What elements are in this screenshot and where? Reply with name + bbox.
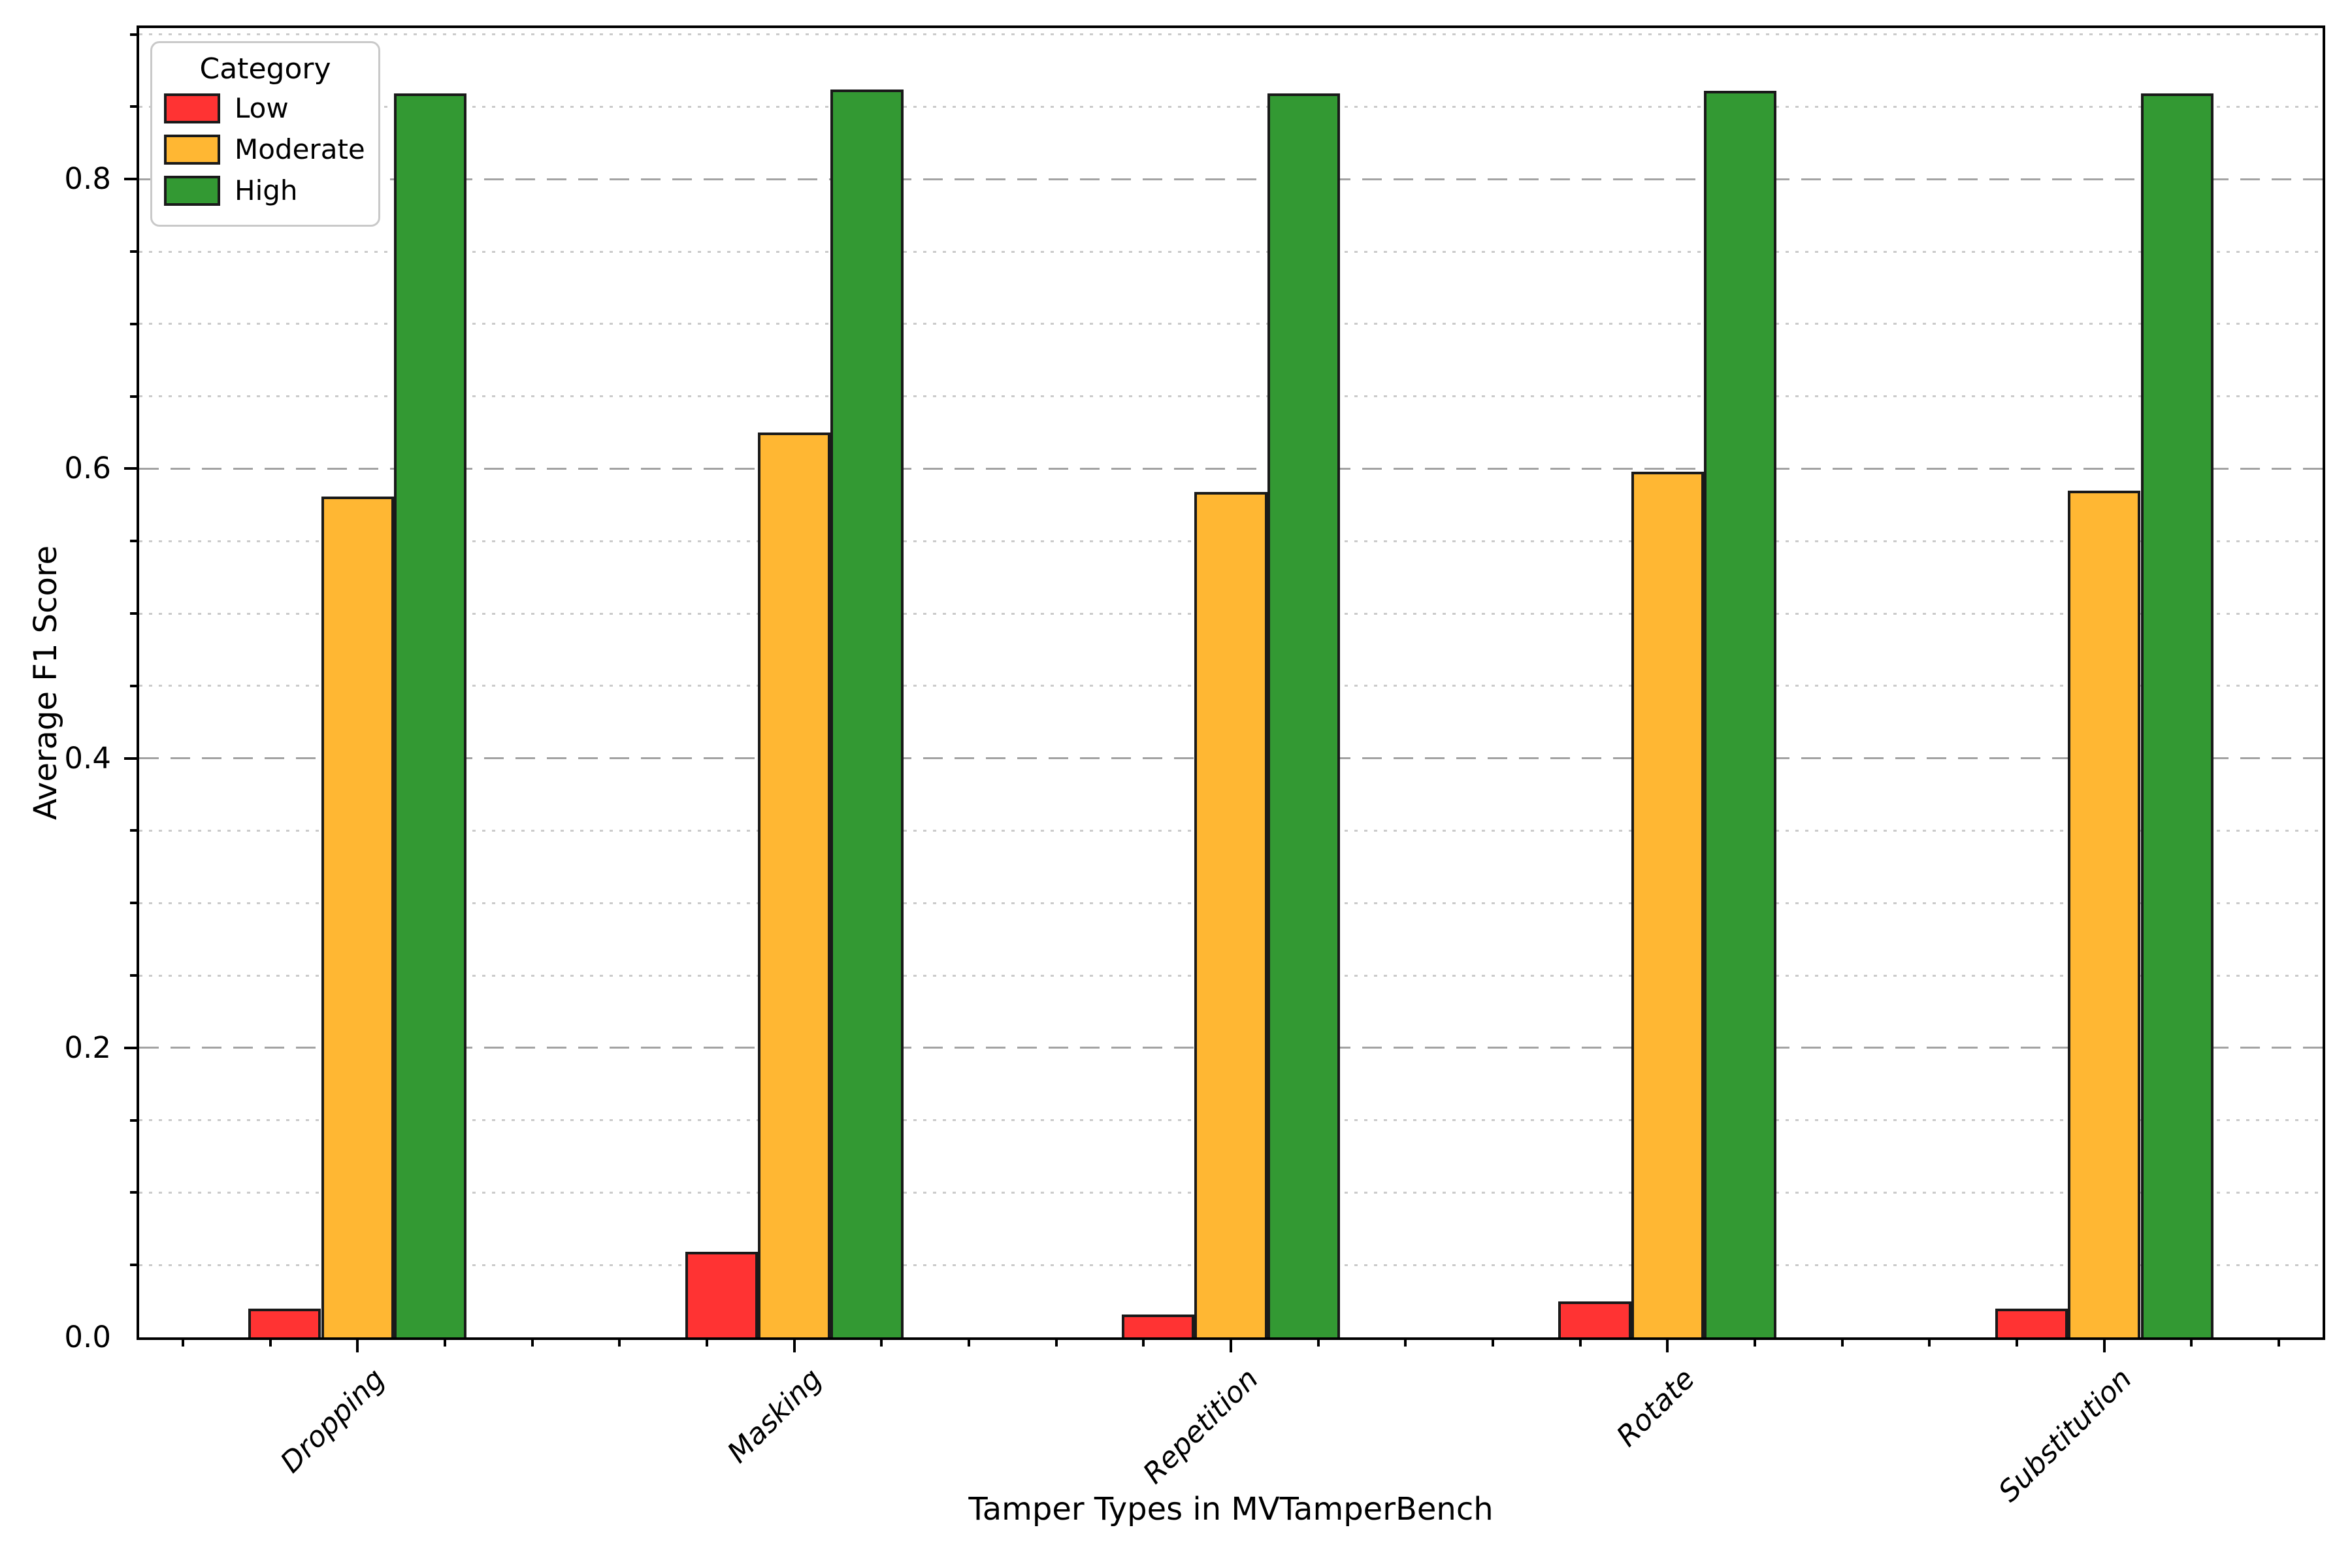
x-tick-label-dropping: Dropping [274, 1362, 392, 1480]
y-minor-tick [130, 612, 137, 615]
y-minor-tick [130, 33, 137, 36]
x-tick-label-masking: Masking [721, 1362, 828, 1470]
x-minor-tick [1316, 1340, 1320, 1347]
y-tick-label-0.0: 0.0 [64, 1320, 111, 1354]
y-minor-tick [130, 684, 137, 687]
legend-swatch-moderate [164, 134, 220, 165]
x-minor-tick [880, 1340, 883, 1347]
x-minor-tick [2190, 1340, 2193, 1347]
legend-label-low: Low [235, 92, 289, 124]
y-minor-tick [130, 395, 137, 398]
x-minor-tick [2278, 1340, 2281, 1347]
y-tick-label-0.6: 0.6 [64, 451, 111, 486]
legend-title: Category [199, 52, 331, 86]
x-minor-tick [1754, 1340, 1757, 1347]
y-minor-tick [130, 829, 137, 832]
y-minor-tick [130, 1119, 137, 1122]
y-major-tick [124, 467, 137, 470]
bar-dropping-low [248, 1308, 321, 1337]
bar-dropping-moderate [321, 496, 394, 1337]
x-major-tick [1666, 1340, 1669, 1352]
legend-swatch-low [164, 93, 220, 123]
y-tick-label-0.4: 0.4 [64, 740, 111, 776]
y-major-tick [124, 1046, 137, 1049]
minor-gridline-0.65 [139, 395, 2323, 398]
x-major-tick [792, 1340, 796, 1352]
major-gridline-0.80 [139, 178, 2323, 180]
bar-rotate-low [1558, 1301, 1631, 1337]
legend-label-moderate: Moderate [235, 133, 365, 165]
x-minor-tick [705, 1340, 708, 1347]
y-minor-tick [130, 322, 137, 325]
y-axis-title: Average F1 Score [27, 545, 64, 821]
bar-masking-low [685, 1252, 758, 1337]
legend-item-high: High [164, 174, 367, 206]
x-minor-tick [443, 1340, 446, 1347]
bar-substitution-low [1995, 1308, 2068, 1337]
bar-substitution-high [2140, 93, 2213, 1337]
x-minor-tick [1142, 1340, 1145, 1347]
legend-label-high: High [235, 174, 298, 206]
bar-repetition-moderate [1194, 491, 1267, 1337]
major-gridline-0.60 [139, 467, 2323, 470]
legend: Category Low Moderate High [150, 41, 380, 227]
y-tick-label-0.8: 0.8 [64, 161, 111, 197]
legend-items: Low Moderate High [164, 92, 367, 206]
y-minor-tick [130, 1264, 137, 1267]
x-major-tick [2102, 1340, 2106, 1352]
x-minor-tick [181, 1340, 184, 1347]
x-major-tick [356, 1340, 359, 1352]
y-minor-tick [130, 105, 137, 108]
x-minor-tick [1928, 1340, 1931, 1347]
bar-masking-high [830, 89, 904, 1337]
legend-item-moderate: Moderate [164, 133, 367, 165]
minor-gridline-0.90 [139, 33, 2323, 36]
bar-repetition-low [1121, 1314, 1195, 1337]
x-minor-tick [1840, 1340, 1844, 1347]
x-minor-tick [967, 1340, 970, 1347]
y-minor-tick [130, 974, 137, 977]
y-minor-tick [130, 540, 137, 543]
y-major-tick [124, 757, 137, 760]
bar-substitution-moderate [2068, 490, 2141, 1337]
x-minor-tick [2016, 1340, 2019, 1347]
plot-area [137, 25, 2325, 1340]
x-minor-tick [1404, 1340, 1407, 1347]
x-minor-tick [618, 1340, 621, 1347]
x-minor-tick [1492, 1340, 1495, 1347]
legend-item-low: Low [164, 92, 367, 124]
bar-repetition-high [1267, 93, 1341, 1337]
x-minor-tick [1054, 1340, 1058, 1347]
x-tick-label-substitution: Substitution [1992, 1362, 2138, 1509]
minor-gridline-0.75 [139, 250, 2323, 253]
minor-gridline-0.85 [139, 105, 2323, 108]
bar-dropping-high [393, 93, 467, 1337]
x-major-tick [1230, 1340, 1232, 1352]
x-axis-title: Tamper Types in MVTamperBench [968, 1491, 1494, 1527]
y-tick-label-0.2: 0.2 [64, 1030, 111, 1065]
y-minor-tick [130, 902, 137, 905]
bar-rotate-moderate [1631, 471, 1705, 1337]
legend-swatch-high [164, 175, 220, 206]
x-minor-tick [1578, 1340, 1582, 1347]
x-tick-label-rotate: Rotate [1610, 1362, 1702, 1454]
y-major-tick [124, 178, 137, 181]
bar-masking-moderate [757, 433, 831, 1337]
x-tick-label-repetition: Repetition [1136, 1362, 1266, 1491]
y-minor-tick [130, 250, 137, 253]
minor-gridline-0.70 [139, 323, 2323, 325]
x-minor-tick [269, 1340, 272, 1347]
x-minor-tick [531, 1340, 534, 1347]
y-minor-tick [130, 1191, 137, 1194]
bar-rotate-high [1704, 91, 1777, 1337]
